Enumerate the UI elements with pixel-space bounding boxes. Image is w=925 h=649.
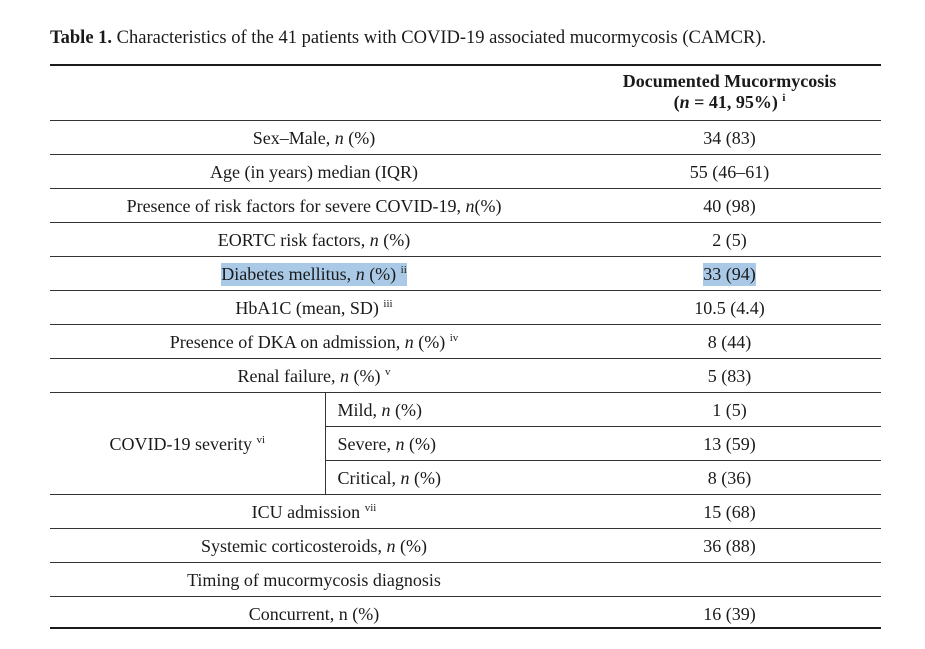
row-value-renal-failure: 5 (83) — [578, 358, 881, 393]
row-value-concurrent: 16 (39) — [703, 603, 756, 624]
row-label-age: Age (in years) median (IQR) — [50, 154, 578, 189]
row-value-icu: 15 (68) — [578, 494, 881, 529]
table-row: Timing of mucormycosis diagnosis — [50, 562, 881, 597]
row-value-eortc: 2 (5) — [578, 222, 881, 257]
row-label-timing: Timing of mucormycosis diagnosis — [50, 562, 578, 597]
header-n-open: ( — [673, 92, 680, 112]
row-label-covid-severity: COVID-19 severity vi — [50, 392, 325, 495]
table-row: Concurrent, n (%) 16 (39) — [50, 597, 881, 631]
row-value-diabetes: 33 (94) — [578, 256, 881, 291]
table-header-row: Documented Mucormycosis (n = 41, 95%) i — [50, 64, 881, 121]
characteristics-table: Documented Mucormycosis (n = 41, 95%) i … — [50, 64, 881, 630]
table-row: COVID-19 severity vi Mild, n (%) 1 (5) — [50, 392, 881, 495]
row-value-hba1c: 10.5 (4.4) — [578, 290, 881, 325]
row-label-risk-factors: Presence of risk factors for severe COVI… — [50, 188, 578, 223]
table-row: Severe, n (%) 13 (59) — [50, 426, 881, 461]
row-label-renal-failure: Renal failure, n (%) v — [50, 358, 578, 393]
table-row: Critical, n (%) 8 (36) — [50, 460, 881, 495]
table-row: Presence of risk factors for severe COVI… — [50, 188, 881, 223]
table-row: Age (in years) median (IQR) 55 (46–61) — [50, 154, 881, 189]
caption-text: Characteristics of the 41 patients with … — [112, 28, 767, 48]
row-label-sex: Sex–Male, n (%) — [50, 120, 578, 155]
highlighted-selection: Diabetes mellitus, n (%) ii — [221, 262, 407, 286]
row-label-icu: ICU admission vii — [50, 494, 578, 529]
row-value-corticosteroids: 36 (88) — [578, 528, 881, 563]
table-bottom-rule — [50, 627, 881, 629]
header-empty-cell — [50, 64, 578, 121]
table-label: Table 1. — [50, 28, 113, 48]
row-value-severe: 13 (59) — [578, 426, 881, 461]
row-label-diabetes: Diabetes mellitus, n (%) ii — [50, 256, 578, 291]
table-caption: Table 1. Characteristics of the 41 patie… — [50, 26, 880, 50]
header-n: (n = 41, 95%) i — [578, 92, 881, 113]
table-row-highlighted: Diabetes mellitus, n (%) ii 33 (94) — [50, 256, 881, 291]
header-n-rest: = 41, 95%) — [689, 92, 778, 112]
header-footnote: i — [782, 92, 786, 104]
row-label-dka: Presence of DKA on admission, n (%) iv — [50, 324, 578, 359]
row-sublabel-critical: Critical, n (%) — [324, 460, 578, 495]
row-value-age: 55 (46–61) — [578, 154, 881, 189]
table-row: Renal failure, n (%) v 5 (83) — [50, 358, 881, 393]
row-value-risk-factors: 40 (98) — [578, 188, 881, 223]
table-row: Systemic corticosteroids, n (%) 36 (88) — [50, 528, 881, 563]
highlighted-selection: 33 (94) — [703, 262, 756, 286]
row-label-hba1c: HbA1C (mean, SD) iii — [50, 290, 578, 325]
row-sublabel-mild: Mild, n (%) — [324, 392, 578, 427]
table-row: ICU admission vii 15 (68) — [50, 494, 881, 529]
row-value-critical: 8 (36) — [578, 460, 881, 495]
table-row: Presence of DKA on admission, n (%) iv 8… — [50, 324, 881, 359]
row-label-eortc: EORTC risk factors, n (%) — [50, 222, 578, 257]
row-label-concurrent: Concurrent, n (%) — [248, 603, 380, 624]
table-row: Sex–Male, n (%) 34 (83) — [50, 120, 881, 155]
row-label-corticosteroids: Systemic corticosteroids, n (%) — [50, 528, 578, 563]
row-value-dka: 8 (44) — [578, 324, 881, 359]
row-value-timing — [578, 562, 881, 597]
header-n-italic: n — [679, 92, 690, 112]
row-value-sex: 34 (83) — [578, 120, 881, 155]
table-row: EORTC risk factors, n (%) 2 (5) — [50, 222, 881, 257]
row-sublabel-severe: Severe, n (%) — [324, 426, 578, 461]
table-row: HbA1C (mean, SD) iii 10.5 (4.4) — [50, 290, 881, 325]
header-title: Documented Mucormycosis — [622, 71, 837, 91]
row-value-mild: 1 (5) — [578, 392, 881, 427]
header-documented-mucormycosis: Documented Mucormycosis (n = 41, 95%) i — [578, 64, 881, 121]
